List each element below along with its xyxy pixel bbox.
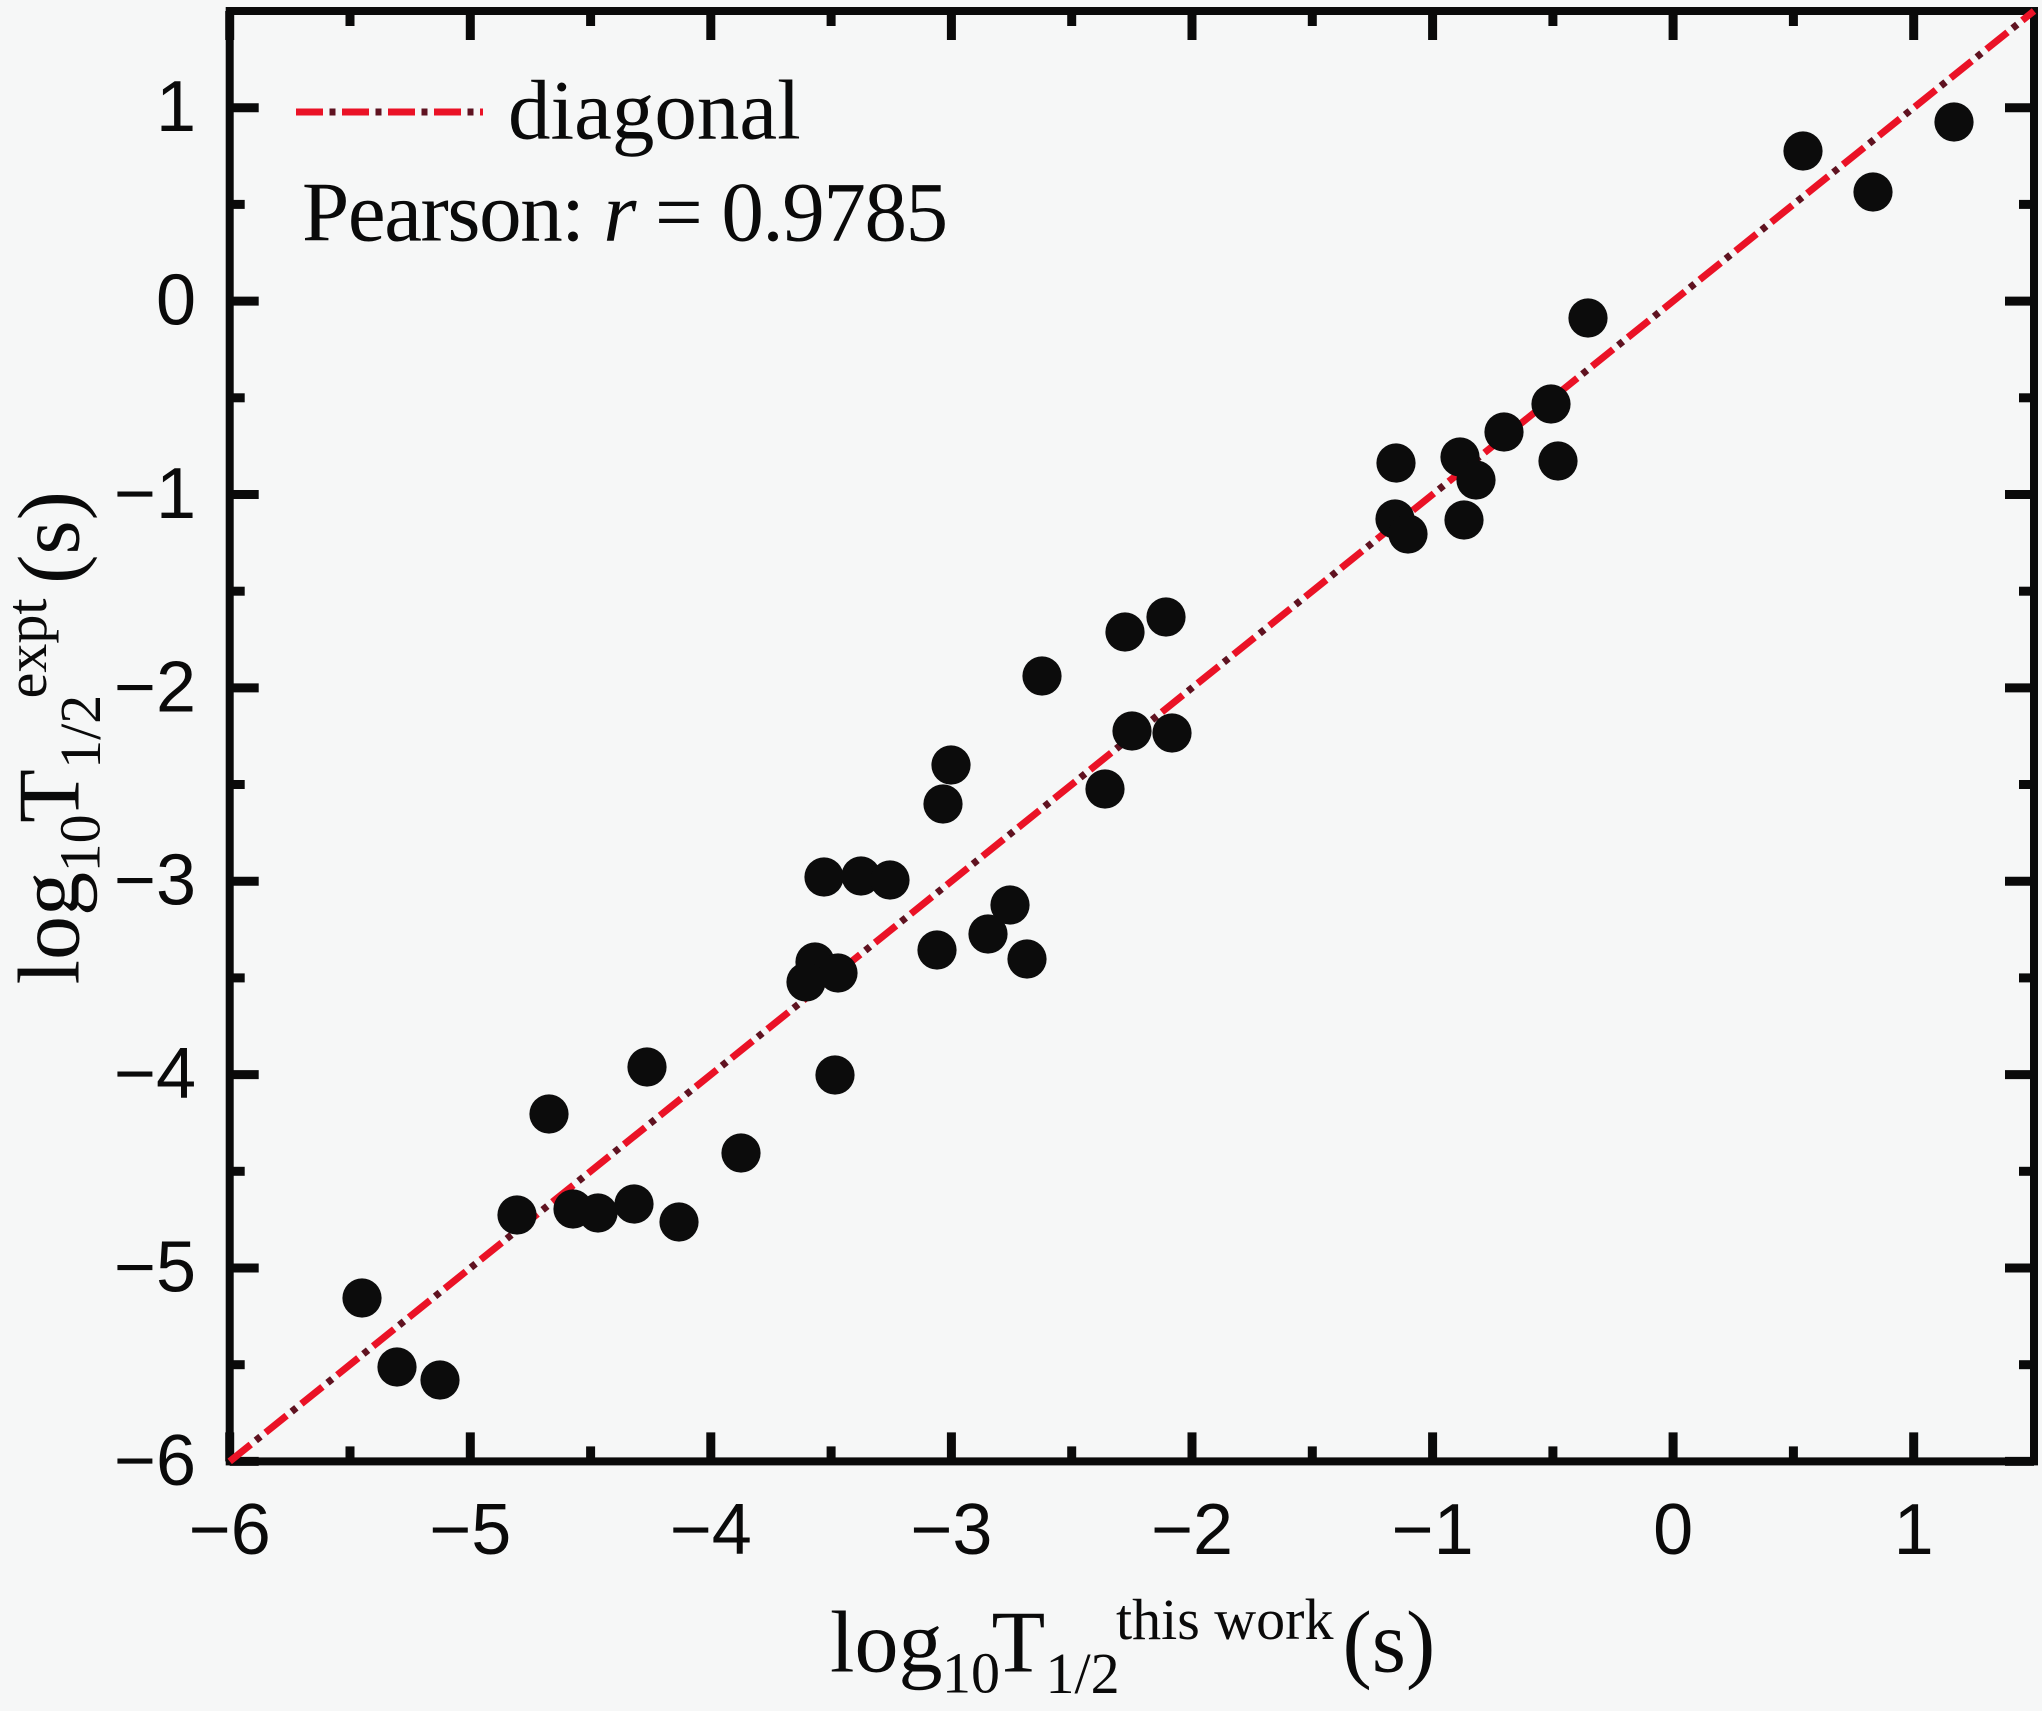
svg-text:−4: −4: [114, 1034, 196, 1114]
svg-text:log10T1/2expt(s): log10T1/2expt(s): [0, 491, 113, 984]
svg-text:−3: −3: [910, 1490, 992, 1570]
svg-text:−3: −3: [114, 841, 196, 921]
svg-text:−6: −6: [189, 1490, 271, 1570]
svg-text:−5: −5: [114, 1228, 196, 1308]
svg-text:Pearson: r = 0.9785: Pearson: r = 0.9785: [302, 166, 947, 260]
svg-text:0: 0: [1653, 1490, 1693, 1570]
svg-text:0: 0: [156, 261, 196, 341]
svg-text:1: 1: [156, 67, 196, 147]
svg-text:1: 1: [1894, 1490, 1934, 1570]
svg-text:log10T1/2this work(s): log10T1/2this work (s): [830, 1587, 1435, 1706]
svg-text:diagonal: diagonal: [508, 64, 801, 158]
svg-text:−2: −2: [1151, 1490, 1233, 1570]
svg-text:−2: −2: [114, 647, 196, 727]
svg-text:−1: −1: [1392, 1490, 1474, 1570]
svg-text:−6: −6: [114, 1421, 196, 1501]
svg-text:−5: −5: [429, 1490, 511, 1570]
svg-text:−1: −1: [114, 454, 196, 534]
svg-text:−4: −4: [670, 1490, 752, 1570]
